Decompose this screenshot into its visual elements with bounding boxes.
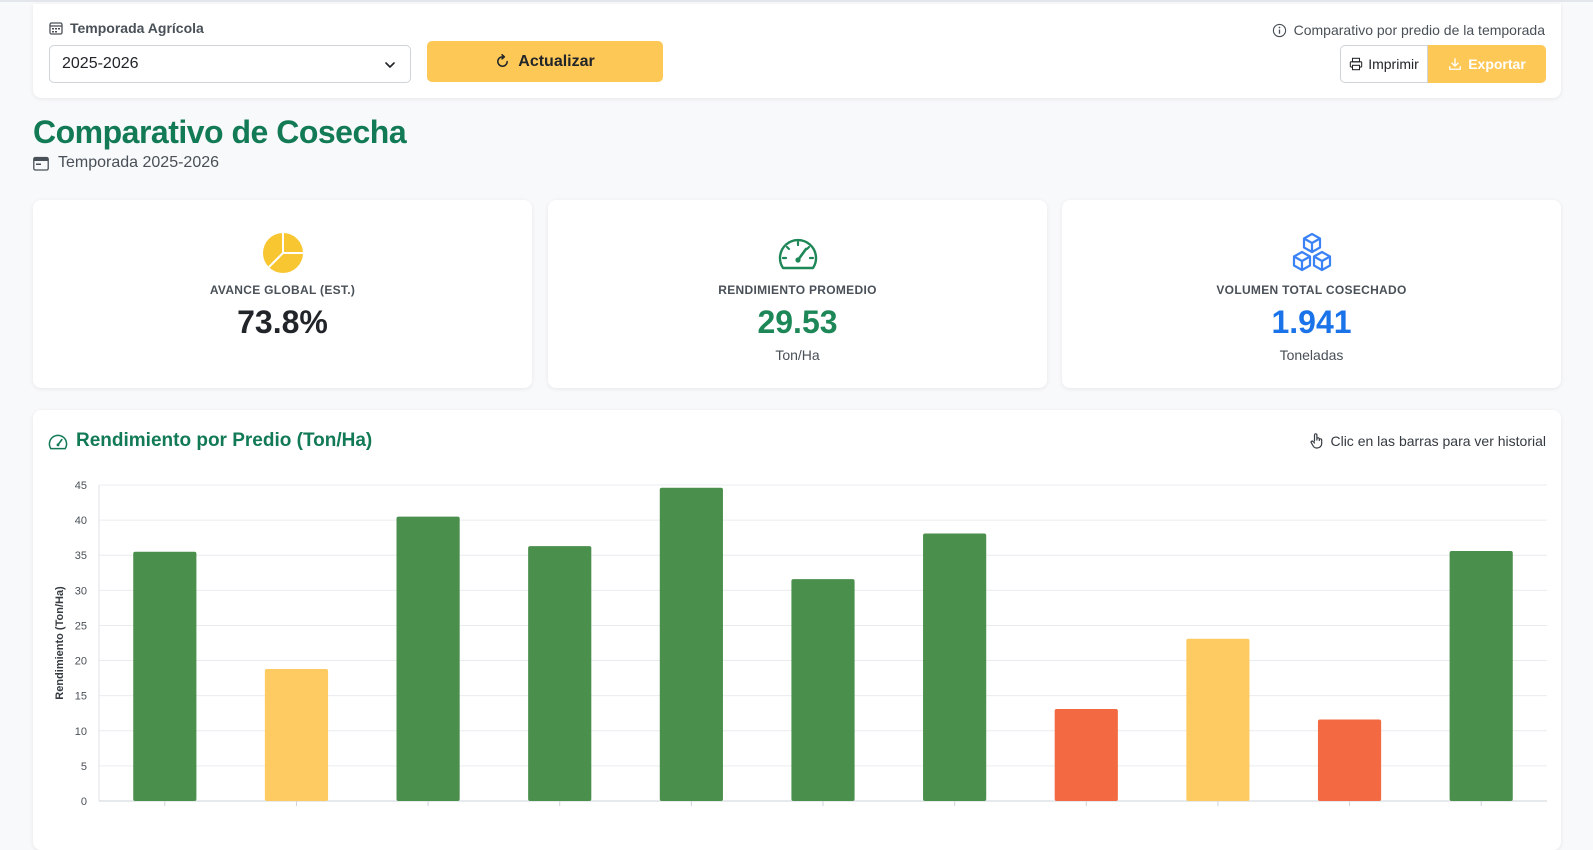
chart-hint: Clic en las barras para ver historial (1310, 433, 1546, 449)
update-button-label: Actualizar (518, 52, 595, 70)
y-tick-label: 5 (81, 761, 87, 773)
printer-icon (1350, 57, 1363, 71)
kpi-card-yield: RENDIMIENTO PROMEDIO 29.53 Ton/Ha (548, 200, 1047, 388)
bar[interactable] (923, 533, 987, 801)
kpi-value: 73.8% (237, 304, 328, 340)
y-tick-label: 45 (75, 480, 87, 492)
chart-hint-text: Clic en las barras para ver historial (1330, 433, 1546, 449)
y-tick-label: 25 (75, 620, 87, 632)
season-label-text: Temporada Agrícola (70, 20, 204, 36)
pointer-hand-icon (1311, 433, 1323, 449)
chart-title-text: Rendimiento por Predio (Ton/Ha) (76, 430, 373, 451)
export-button[interactable]: Exportar (1428, 45, 1546, 83)
kpi-card-progress: AVANCE GLOBAL (EST.) 73.8% (33, 200, 532, 388)
bar[interactable] (659, 487, 723, 801)
top-border (0, 0, 1593, 2)
bar[interactable] (791, 579, 855, 801)
pie-chart-icon (261, 231, 305, 275)
info-text: Comparativo por predio de la temporada (1293, 22, 1545, 38)
bar[interactable] (1186, 638, 1250, 801)
download-icon (1449, 58, 1462, 70)
info-icon (1272, 23, 1286, 37)
season-select[interactable]: 2025-2026 (49, 45, 411, 83)
bar[interactable] (133, 551, 197, 801)
page-subtitle: Temporada 2025-2026 (33, 154, 219, 172)
y-tick-label: 30 (75, 585, 87, 597)
season-select-value: 2025-2026 (62, 55, 139, 72)
update-button[interactable]: Actualizar (427, 41, 663, 82)
speedometer-icon (776, 231, 820, 275)
chevron-down-icon (385, 62, 395, 68)
bar[interactable] (396, 516, 460, 801)
bar[interactable] (264, 668, 329, 801)
y-tick-label: 35 (75, 550, 87, 562)
filter-card: Temporada Agrícola 2025-2026 Actualizar … (33, 4, 1561, 98)
kpi-value: 29.53 (757, 304, 838, 340)
y-tick-label: 40 (75, 515, 87, 527)
page-title: Comparativo de Cosecha (33, 114, 407, 150)
info-line: Comparativo por predio de la temporada (1272, 22, 1545, 38)
bar[interactable] (1054, 709, 1118, 801)
kpi-value: 1.941 (1271, 304, 1352, 340)
kpi-card-volume: VOLUMEN TOTAL COSECHADO 1.941 Toneladas (1062, 200, 1561, 388)
print-button[interactable]: Imprimir (1340, 45, 1428, 83)
chart-card: Rendimiento por Predio (Ton/Ha) Clic en … (33, 410, 1561, 850)
page-subtitle-text: Temporada 2025-2026 (58, 154, 220, 171)
y-tick-label: 0 (81, 796, 87, 808)
calendar-card-icon (33, 156, 49, 171)
bar[interactable] (528, 546, 592, 801)
y-axis-label: Rendimiento (Ton/Ha) (54, 586, 66, 700)
speedometer-icon (48, 434, 68, 449)
season-label: Temporada Agrícola (49, 20, 204, 36)
calendar-icon (49, 22, 63, 35)
bar[interactable] (1449, 551, 1513, 801)
yield-bar-chart: 0 5 10 15 20 25 30 35 40 45 Rendimiento (Ton/Ha) (54, 480, 1547, 808)
y-tick-label: 15 (75, 691, 87, 703)
kpi-label: VOLUMEN TOTAL COSECHADO (1216, 283, 1407, 297)
chart-title: Rendimiento por Predio (Ton/Ha) (48, 430, 372, 452)
kpi-unit: Ton/Ha (775, 347, 820, 363)
print-button-label: Imprimir (1368, 56, 1419, 72)
y-tick-label: 20 (75, 656, 87, 668)
kpi-unit: Toneladas (1279, 347, 1344, 363)
refresh-icon (497, 54, 509, 67)
boxes-icon (1290, 231, 1334, 275)
export-button-label: Exportar (1468, 56, 1526, 72)
y-tick-label: 10 (75, 726, 87, 738)
kpi-label: RENDIMIENTO PROMEDIO (718, 283, 877, 297)
kpi-label: AVANCE GLOBAL (EST.) (209, 283, 356, 297)
bar[interactable] (1317, 719, 1382, 801)
